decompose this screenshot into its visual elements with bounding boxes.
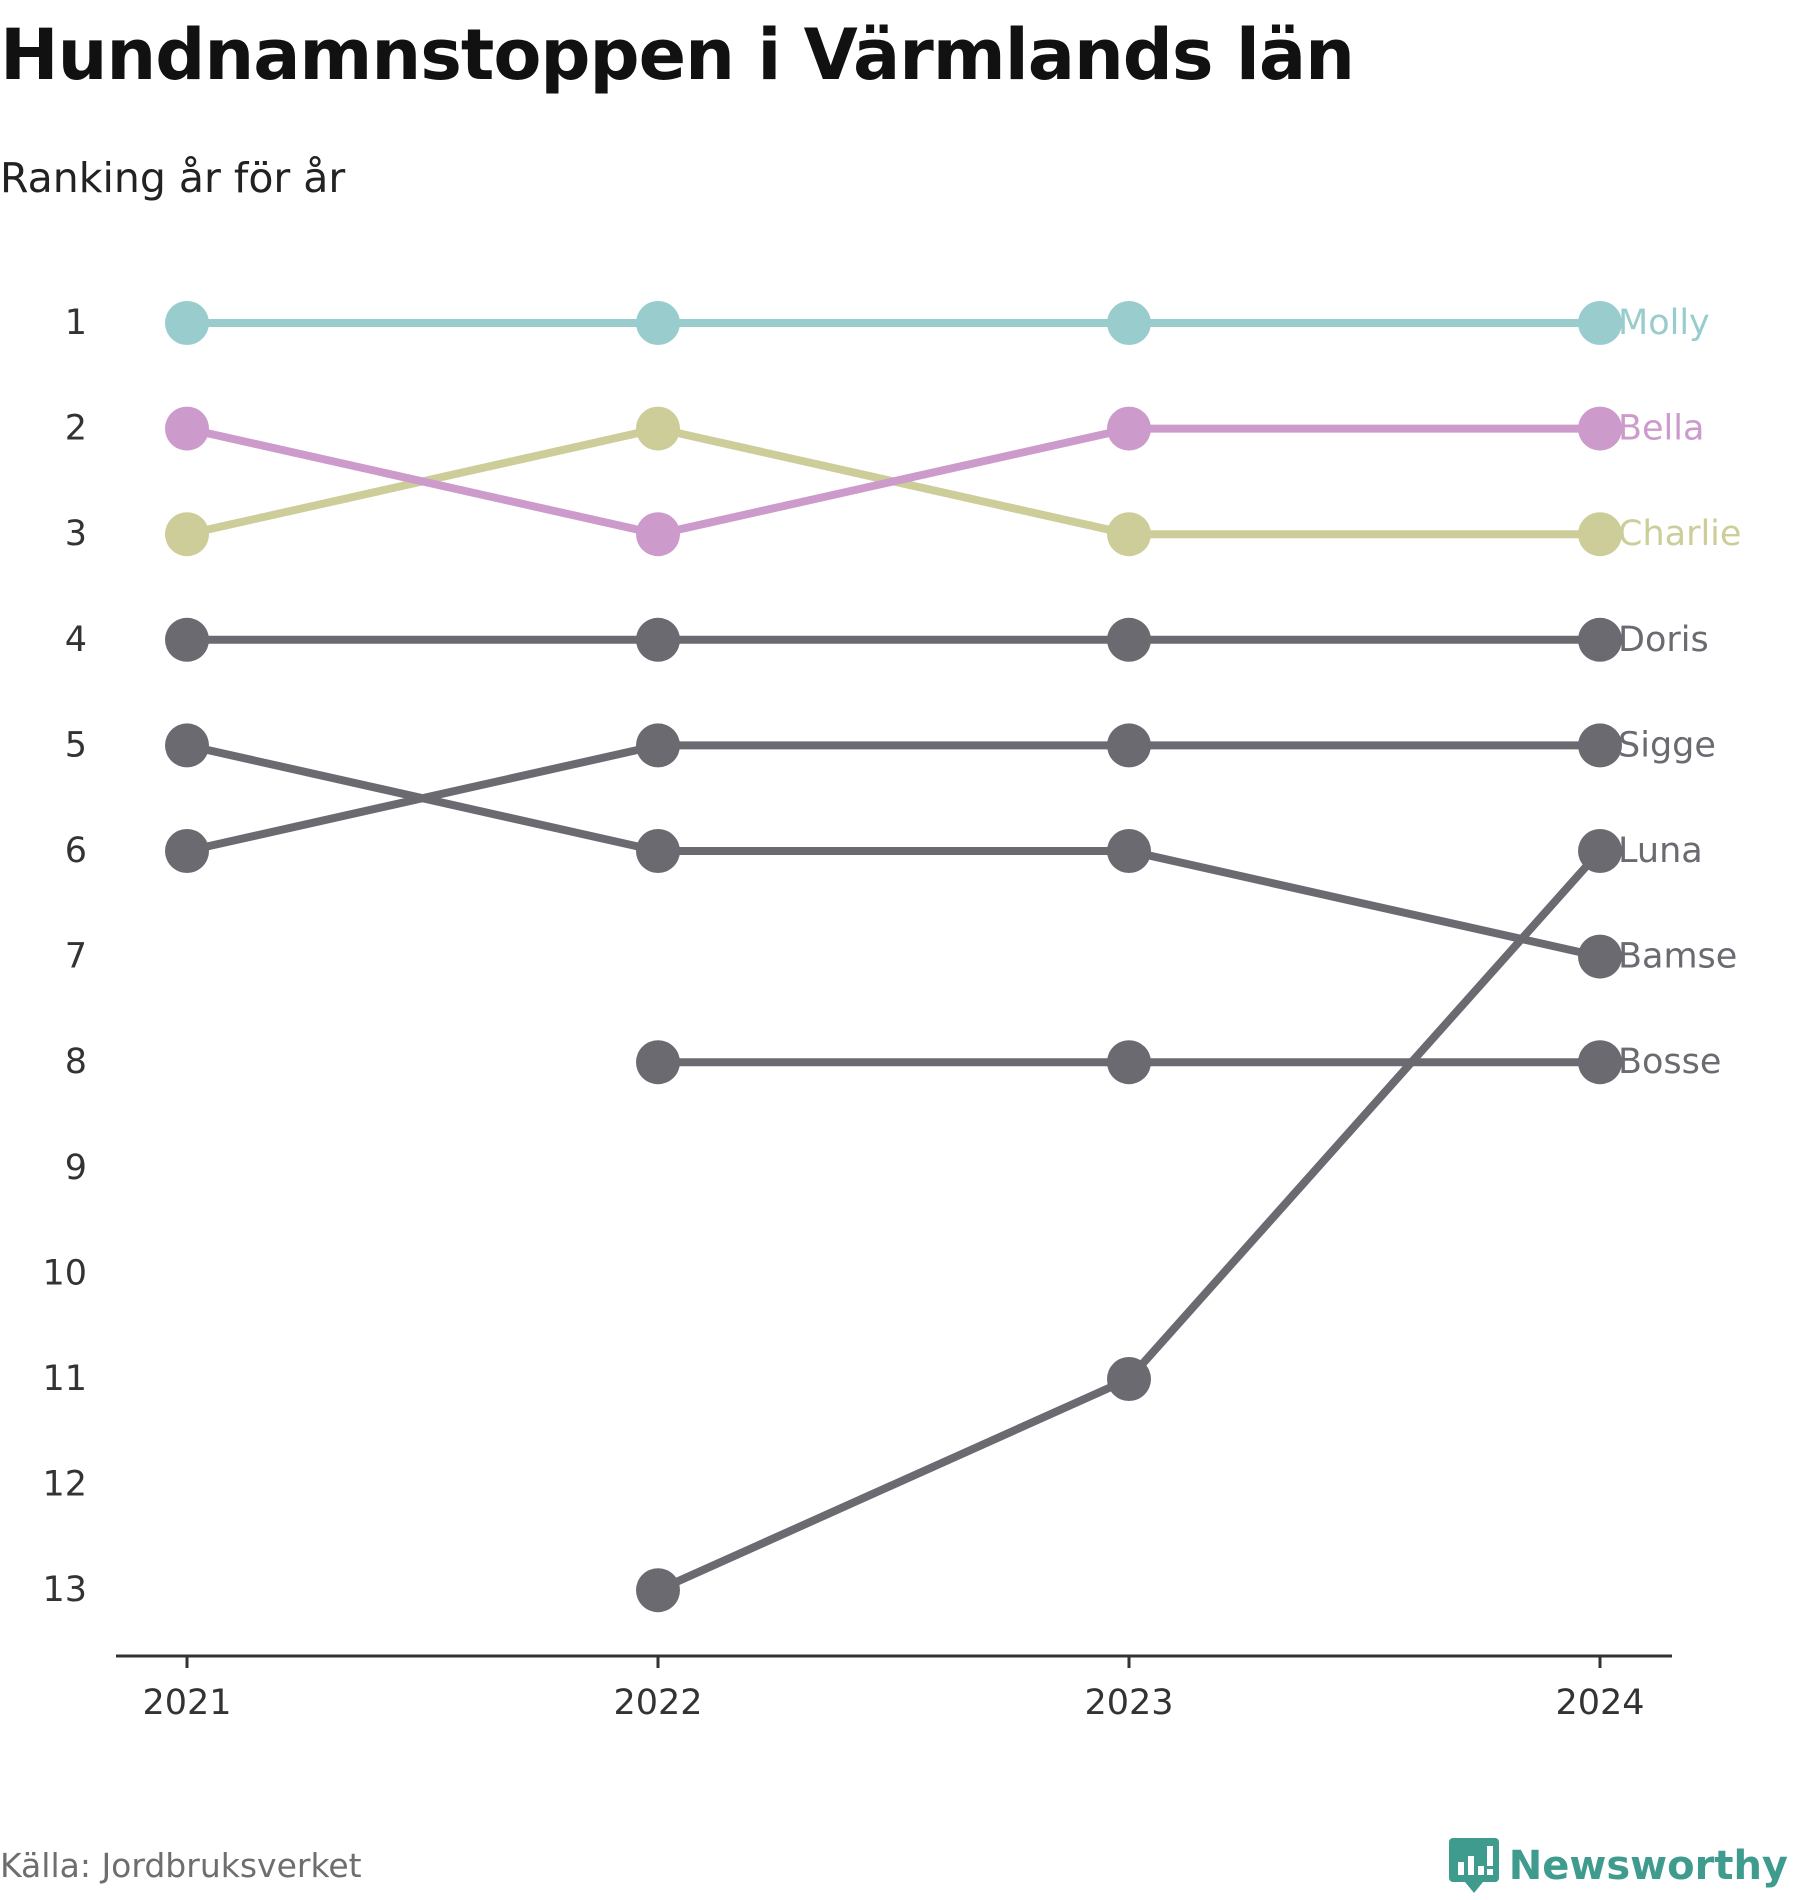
- point-molly-2023: [1107, 301, 1151, 345]
- point-charlie-2024: [1578, 512, 1622, 557]
- series-bamse: Bamse: [165, 723, 1737, 979]
- x-tick-label-2023: 2023: [1084, 1683, 1173, 1723]
- series-molly: Molly: [165, 301, 1710, 345]
- y-tick-label-12: 12: [42, 1465, 87, 1505]
- series-label-charlie: Charlie: [1618, 514, 1741, 554]
- point-bella-2022: [636, 512, 680, 557]
- point-molly-2024: [1578, 301, 1622, 345]
- point-bosse-2024: [1578, 1040, 1622, 1085]
- y-tick-label-8: 8: [65, 1042, 87, 1082]
- point-molly-2021: [165, 301, 209, 345]
- series-doris: Doris: [165, 617, 1709, 662]
- y-tick-label-13: 13: [42, 1570, 87, 1610]
- chart-title: Hundnamnstoppen i Värmlands län: [0, 14, 1355, 96]
- series-line-bamse: [183, 741, 1604, 961]
- series-label-bella: Bella: [1618, 409, 1704, 449]
- series-bella: Bella: [165, 406, 1704, 557]
- y-tick-label-11: 11: [42, 1359, 87, 1399]
- point-charlie-2021: [165, 512, 209, 557]
- source-note: Källa: Jordbruksverket: [0, 1846, 362, 1885]
- y-tick-label-1: 1: [65, 303, 87, 343]
- series-luna: Luna: [636, 829, 1703, 1613]
- newsworthy-logo-icon: [1448, 1838, 1499, 1893]
- series-sigge: Sigge: [165, 723, 1716, 873]
- point-doris-2024: [1578, 617, 1622, 662]
- series-label-luna: Luna: [1618, 831, 1703, 871]
- point-bamse-2023: [1107, 829, 1151, 873]
- series-bosse: Bosse: [636, 1040, 1721, 1085]
- point-sigge-2022: [636, 723, 680, 768]
- point-bamse-2021: [165, 723, 209, 768]
- point-luna-2024: [1578, 829, 1622, 873]
- point-charlie-2023: [1107, 512, 1151, 557]
- series-line-luna: [654, 847, 1604, 1595]
- point-bamse-2024: [1578, 934, 1622, 979]
- y-tick-label-9: 9: [65, 1148, 87, 1188]
- point-bamse-2022: [636, 829, 680, 873]
- y-tick-label-7: 7: [65, 937, 87, 977]
- series-line-bella: [183, 424, 1604, 539]
- point-bella-2021: [165, 406, 209, 451]
- y-tick-label-5: 5: [65, 725, 87, 765]
- point-luna-2022: [636, 1568, 680, 1613]
- y-tick-label-10: 10: [42, 1253, 87, 1293]
- y-tick-label-6: 6: [65, 831, 87, 871]
- point-sigge-2024: [1578, 723, 1622, 768]
- y-tick-label-4: 4: [65, 620, 87, 660]
- y-tick-label-3: 3: [65, 514, 87, 554]
- point-sigge-2021: [165, 829, 209, 873]
- series-label-sigge: Sigge: [1618, 725, 1716, 765]
- point-doris-2023: [1107, 617, 1151, 662]
- y-tick-label-2: 2: [65, 409, 87, 449]
- series-line-sigge: [183, 741, 1604, 855]
- series-label-doris: Doris: [1618, 620, 1709, 660]
- x-axis: 2021 2022 2023 2024: [116, 1654, 1672, 1723]
- brand: Newsworthy: [1448, 1838, 1788, 1894]
- point-doris-2022: [636, 617, 680, 662]
- series-label-bosse: Bosse: [1618, 1042, 1721, 1082]
- point-doris-2021: [165, 617, 209, 662]
- x-tick-label-2024: 2024: [1555, 1683, 1644, 1723]
- point-bosse-2022: [636, 1040, 680, 1085]
- chart-subtitle: Ranking år för år: [0, 154, 346, 202]
- series-label-molly: Molly: [1618, 303, 1710, 343]
- point-bella-2023: [1107, 406, 1151, 451]
- point-luna-2023: [1107, 1357, 1151, 1401]
- point-bella-2024: [1578, 406, 1622, 451]
- brand-name: Newsworthy: [1508, 1843, 1788, 1889]
- point-bosse-2023: [1107, 1040, 1151, 1085]
- x-tick-label-2021: 2021: [142, 1683, 231, 1723]
- point-molly-2022: [636, 301, 680, 345]
- x-tick-label-2022: 2022: [613, 1683, 702, 1723]
- series-label-bamse: Bamse: [1618, 937, 1737, 977]
- point-charlie-2022: [636, 406, 680, 451]
- point-sigge-2023: [1107, 723, 1151, 768]
- series-layer: Luna Bosse Bamse Sigge Doris Charlie Bella Moll…: [165, 301, 1741, 1613]
